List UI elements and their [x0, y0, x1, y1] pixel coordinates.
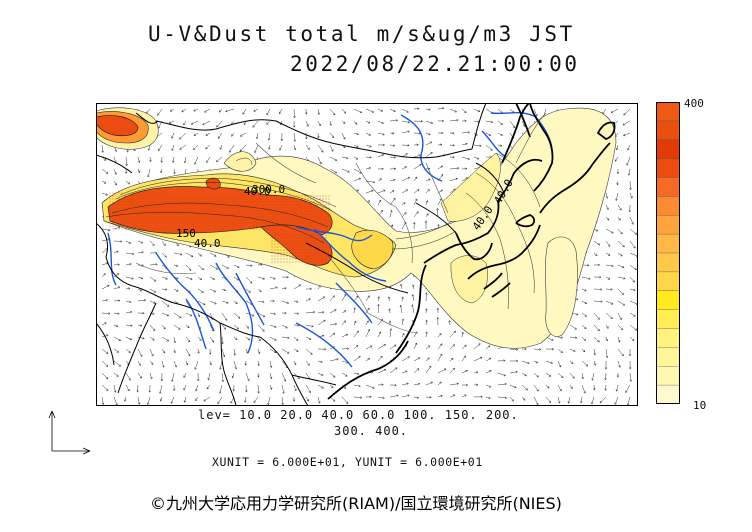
colorbar-band	[656, 253, 680, 273]
contour-levels-continued: 300. 400.	[334, 424, 409, 438]
colorbar-band	[656, 290, 680, 311]
colorbar-band	[656, 328, 680, 348]
contour-label: 40.0	[194, 237, 221, 250]
colorbar-band	[656, 271, 680, 292]
contour-label: 300.0	[252, 183, 285, 196]
dust-stipple	[109, 192, 330, 263]
contour-label: 40.0	[244, 185, 271, 198]
colorbar-band	[656, 385, 680, 404]
rivers	[107, 112, 553, 368]
dust-contours	[105, 152, 541, 310]
map-frame	[96, 103, 638, 406]
borders	[96, 103, 505, 406]
colorbar	[656, 102, 680, 404]
colorbar-band	[656, 102, 680, 122]
colorbar-band	[656, 120, 680, 141]
colorbar-band	[656, 158, 680, 179]
colorbar-band	[656, 309, 680, 330]
contour-levels: lev= 10.0 20.0 40.0 60.0 100. 150. 200.	[198, 408, 519, 422]
colorbar-min-label: 10	[693, 399, 707, 412]
colorbar-band	[656, 347, 680, 367]
vector-units: XUNIT = 6.000E+01, YUNIT = 6.000E+01	[212, 455, 483, 469]
colorbar-max-label: 400	[684, 97, 704, 110]
colorbar-band	[656, 196, 680, 216]
copyright-notice: ©九州大学応用力学研究所(RIAM)/国立環境研究所(NIES)	[150, 494, 562, 513]
dust-map: 40.0 150 40.0 300.0 40.0 40.0	[96, 103, 638, 406]
colorbar-band	[656, 234, 680, 254]
coastlines	[327, 103, 616, 400]
chart-timestamp: 2022/08/22.21:00:00	[290, 52, 580, 76]
internal-borders	[135, 112, 547, 334]
unit-vector-axes	[48, 410, 91, 455]
colorbar-band	[656, 177, 680, 197]
chart-title: U-V&Dust total m/s&ug/m3 JST	[148, 22, 575, 46]
colorbar-band	[656, 139, 680, 160]
colorbar-band	[656, 366, 680, 386]
contour-label: 150	[176, 227, 196, 240]
colorbar-band	[656, 215, 680, 235]
